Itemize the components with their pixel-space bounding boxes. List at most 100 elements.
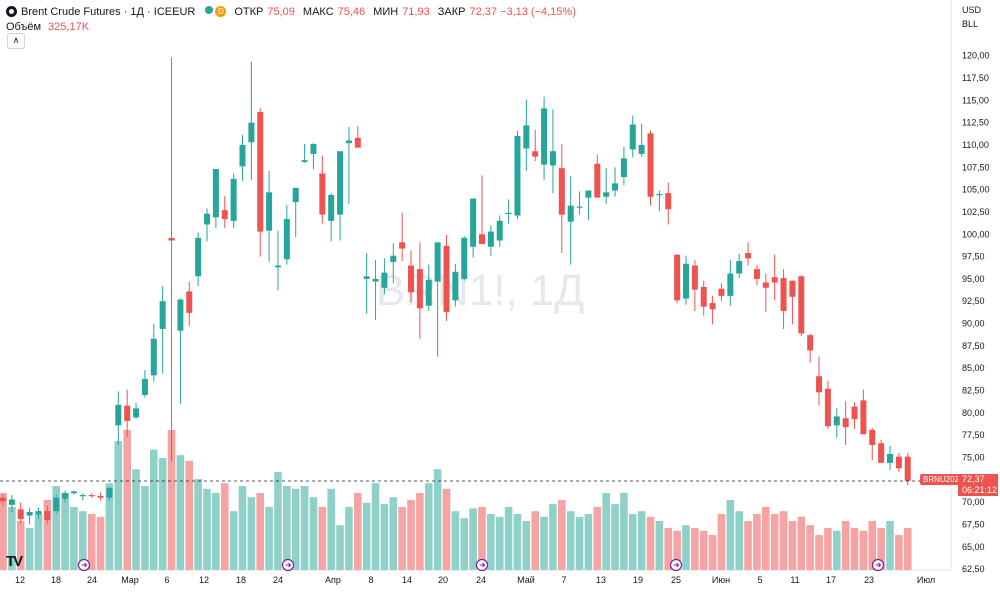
candle-up	[496, 220, 503, 241]
candle-down	[97, 495, 104, 498]
high-label: МАКС	[302, 5, 334, 18]
volume-bar	[726, 500, 735, 570]
volume-bar	[549, 504, 557, 570]
time-tick-label: 7	[561, 575, 566, 585]
candle-up	[248, 122, 255, 143]
volume-bar	[478, 507, 486, 570]
volume-bar	[34, 514, 43, 570]
candle-up	[620, 158, 627, 178]
volume-bar	[265, 507, 273, 570]
candle-down	[745, 253, 752, 259]
candle-down	[594, 163, 601, 198]
candle-up	[301, 160, 308, 162]
high-value: 75,46	[337, 5, 366, 18]
volume-bar	[753, 514, 761, 570]
time-tick-label: 14	[402, 575, 412, 585]
volume-bar	[593, 507, 602, 570]
candle-up	[514, 136, 521, 216]
candle-up	[159, 301, 166, 329]
volume-bar	[513, 514, 522, 570]
volume-bar	[380, 504, 389, 570]
volume-bar	[176, 455, 185, 570]
candle-up	[887, 453, 893, 463]
market-open-status-icon[interactable]	[205, 6, 214, 14]
last-price-label: 72,37 06:21:12	[958, 474, 998, 496]
volume-bar	[699, 530, 708, 570]
watermark: BRN1!, 1Д	[376, 266, 584, 315]
symbol-title[interactable]: Brent Crude Futures · 1Д · ICEEUR	[21, 5, 196, 18]
time-tick-label: Мар	[121, 575, 139, 585]
volume-bar	[141, 486, 149, 570]
volume-bar	[655, 521, 664, 570]
candle-down	[842, 418, 849, 428]
candle-down	[753, 269, 760, 279]
candle-down	[789, 280, 796, 297]
volume-bar	[283, 486, 291, 570]
volume-bar	[584, 514, 593, 570]
volume-bar	[903, 528, 912, 570]
candle-down	[408, 265, 415, 293]
candle-down	[851, 406, 858, 420]
price-tick-label: 67,50	[962, 519, 985, 529]
currency-unit-selector[interactable]: USD BLL	[957, 3, 997, 31]
time-tick-label: Апр	[325, 575, 341, 585]
volume-bar	[762, 507, 770, 570]
price-tick-label: 100,00	[962, 229, 990, 239]
candle-up	[523, 125, 530, 149]
candle-up	[8, 499, 15, 505]
price-tick-label: 115,00	[962, 95, 989, 105]
volume-bars	[0, 430, 912, 570]
volume-bar	[362, 502, 371, 570]
low-label: МИН	[373, 5, 399, 18]
candle-down	[878, 443, 885, 463]
open-label: ОТКР	[234, 5, 264, 18]
price-tick-label: 90,00	[962, 319, 985, 329]
candle-up	[266, 192, 273, 231]
volume-bar	[336, 525, 344, 570]
volume-bar	[407, 500, 415, 570]
candle-down	[771, 277, 778, 283]
volume-bar	[646, 516, 655, 570]
volume-bar	[895, 535, 903, 570]
volume-label: Объём	[6, 20, 42, 33]
time-tick-label: 8	[368, 575, 373, 585]
candle-down	[665, 193, 672, 210]
price-tick-label: 62,50	[962, 564, 985, 574]
volume-bar	[203, 488, 211, 570]
candle-up	[292, 187, 299, 203]
volume-bar	[717, 514, 726, 570]
volume-bar	[300, 486, 309, 570]
volume-bar	[841, 521, 850, 570]
candle-up	[337, 151, 344, 215]
volume-bar	[575, 516, 584, 570]
candles	[0, 57, 911, 525]
time-tick-label: 18	[236, 575, 246, 585]
collapse-legend-button[interactable]: ∧	[7, 33, 25, 49]
unit-label[interactable]: BLL	[962, 19, 979, 29]
volume-bar	[327, 488, 335, 570]
delayed-data-badge[interactable]: D	[215, 6, 227, 17]
tradingview-logo-icon[interactable]: TV	[6, 553, 23, 570]
volume-bar	[96, 516, 105, 570]
volume-bar	[664, 528, 673, 570]
currency-label[interactable]: USD	[962, 5, 982, 15]
time-tick-label: 24	[273, 575, 283, 585]
candle-down	[674, 254, 681, 301]
volume-bar	[487, 514, 495, 570]
volume-bar	[354, 493, 362, 570]
volume-bar	[708, 535, 717, 570]
volume-bar	[309, 497, 318, 570]
candle-down	[17, 509, 24, 520]
candle-down	[558, 168, 565, 215]
volume-bar	[806, 525, 814, 570]
volume-bar	[770, 514, 779, 570]
candle-down	[860, 400, 867, 435]
candle-up	[612, 183, 619, 191]
time-tick-label: Июл	[917, 575, 935, 585]
candle-up	[62, 493, 69, 499]
time-axis[interactable]: 12 18 24 Мар 6 12 18 24 Апр 8 14 20 24 Май 7 13 19 25 Июн 5…	[15, 575, 935, 585]
candle-up	[381, 272, 388, 288]
volume-bar	[247, 497, 256, 570]
candle-up	[177, 299, 184, 331]
